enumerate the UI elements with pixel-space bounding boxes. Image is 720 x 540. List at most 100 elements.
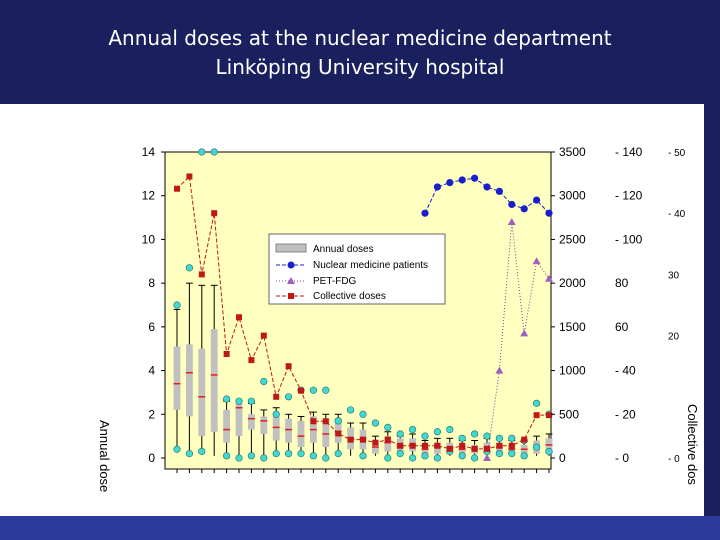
collective-point (223, 350, 230, 357)
collective-tick-label: - 0 (668, 454, 680, 465)
outlier-low-point (297, 450, 305, 458)
outlier-high-point (322, 386, 330, 394)
outlier-low-point (198, 447, 206, 456)
pet-point (545, 274, 553, 282)
collective-point (174, 185, 180, 192)
outlier-high-point (421, 432, 429, 440)
patients-tick-label: 3500 (559, 145, 586, 159)
outlier-low-point (185, 450, 193, 458)
y-axis-label-left: Annual dose (97, 420, 112, 493)
patients-point (483, 183, 491, 191)
collective-point (335, 430, 342, 437)
collective-point (533, 412, 540, 419)
patients-tick-label: 0 (559, 451, 566, 465)
pet-tick-label: 60 (615, 320, 629, 334)
collective-point (471, 445, 478, 452)
outlier-low-point (309, 452, 318, 460)
outlier-low-point (260, 454, 268, 462)
pet-tick-label: - 140 (615, 145, 643, 159)
patients-tick-label: 3000 (559, 189, 586, 203)
outlier-high-point (334, 417, 342, 425)
dose-box (545, 438, 553, 454)
pet-tick-label: - 0 (615, 451, 629, 465)
left-tick-label: 8 (148, 276, 155, 290)
outlier-low-point (396, 450, 404, 458)
outlier-low-point (359, 452, 367, 460)
patients-tick-label: 2000 (559, 276, 586, 290)
outlier-high-point (210, 148, 218, 156)
dose-box (322, 418, 330, 448)
patients-point (421, 209, 429, 217)
dose-box (384, 436, 392, 452)
left-tick-label: 4 (148, 364, 155, 378)
pet-tick-label: 80 (615, 276, 629, 290)
left-tick-label: 0 (148, 451, 155, 465)
outlier-high-point (396, 430, 404, 438)
patients-point (545, 209, 553, 217)
collective-point (248, 357, 255, 364)
y-axis-label-right: Collective dos (685, 404, 700, 485)
pet-point (532, 257, 541, 265)
outlier-low-point (458, 452, 466, 460)
collective-point (322, 418, 329, 425)
outlier-high-point (235, 397, 243, 405)
patients-point (533, 196, 541, 204)
collective-point (273, 393, 280, 400)
outlier-high-point (446, 425, 454, 434)
legend-swatch-collective-marker (288, 293, 294, 299)
legend-swatch-patients-marker (287, 261, 295, 269)
left-tick-label: 6 (148, 320, 155, 334)
collective-point (211, 210, 218, 217)
page-title: Annual doses at the nuclear medicine dep… (108, 26, 612, 50)
collective-point (521, 436, 528, 443)
outlier-high-point (495, 434, 504, 442)
outlier-low-point (285, 450, 293, 458)
outlier-high-point (384, 423, 392, 432)
outlier-high-point (223, 395, 231, 403)
outlier-high-point (309, 386, 318, 394)
collective-point (397, 442, 404, 449)
outlier-low-point (532, 443, 541, 451)
collective-tick-label: 30 (668, 270, 680, 281)
pet-tick-label: - 40 (615, 364, 636, 378)
title-bar (0, 0, 720, 104)
left-tick-label: 10 (142, 232, 156, 246)
collective-point (484, 445, 490, 452)
pet-point (520, 329, 529, 337)
outlier-low-point (421, 452, 429, 460)
collective-point (236, 314, 242, 321)
patients-point (458, 176, 466, 184)
patients-point (433, 183, 441, 191)
outlier-low-point (247, 452, 255, 460)
dose-box (235, 403, 243, 437)
collective-point (285, 363, 292, 370)
pet-point (483, 454, 491, 461)
right-edge-strip (704, 104, 720, 516)
outlier-high-point (483, 432, 491, 440)
collective-point (508, 442, 515, 449)
left-tick-label: 12 (142, 189, 156, 203)
outlier-high-point (185, 264, 193, 272)
collective-point (409, 442, 416, 449)
outlier-low-point (223, 452, 231, 460)
outlier-high-point (198, 148, 206, 156)
outlier-high-point (409, 425, 417, 434)
page-subtitle: Linköping University hospital (215, 55, 505, 79)
pet-point (495, 366, 504, 374)
collective-point (459, 442, 466, 449)
outlier-low-point (471, 454, 479, 462)
collective-tick-label: - 40 (668, 209, 686, 220)
legend-label-pet: PET-FDG (313, 276, 357, 287)
collective-point (260, 332, 267, 339)
outlier-high-point (173, 301, 181, 309)
collective-point (360, 436, 366, 443)
pet-tick-label: - 120 (615, 189, 643, 203)
collective-point (446, 445, 453, 452)
axis-ticks: 0 2 4 6 8 10 12 14 0 500 1000 1500 2000 2500 3000 3500 -… (142, 145, 686, 473)
outlier-low-point (235, 454, 243, 462)
patients-tick-label: 1000 (559, 364, 586, 378)
chart-legend: Annual doses Nuclear medicine patients P… (268, 233, 446, 305)
legend-swatch-annual (275, 243, 307, 253)
dose-box (198, 348, 206, 437)
